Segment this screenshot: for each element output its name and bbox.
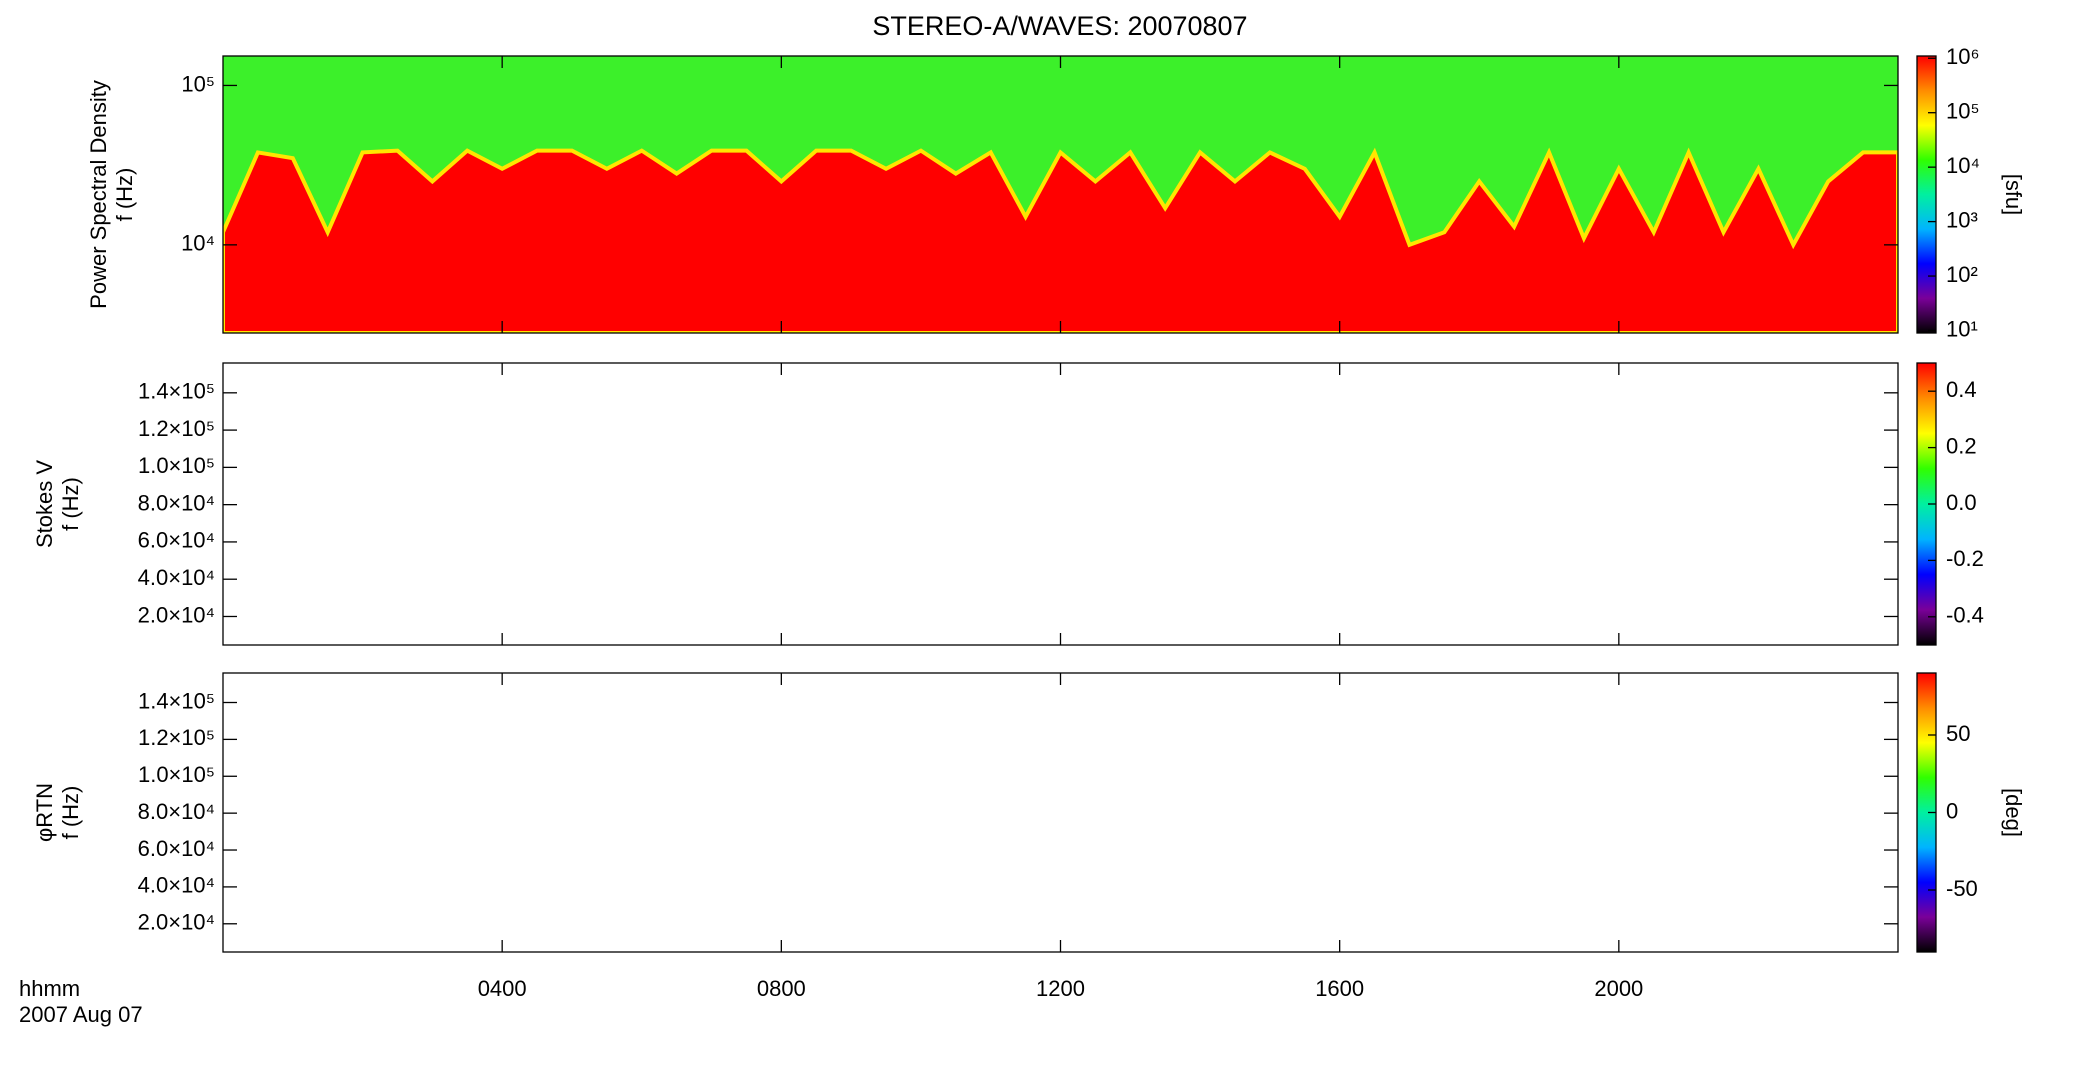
y-tick-label: 1.0×10⁵: [138, 453, 215, 478]
y-axis-label: Stokes V: [32, 460, 57, 548]
y-tick-label: 8.0×10⁴: [138, 490, 215, 515]
colorbar-tick-label: -50: [1946, 876, 1978, 901]
y-tick-label: 4.0×10⁴: [138, 873, 215, 898]
x-tick-label: 0400: [478, 976, 527, 1001]
x-axis-date: 2007 Aug 07: [19, 1002, 143, 1027]
colorbar-tick-label: 10⁵: [1946, 99, 1980, 124]
y-tick-label: 6.0×10⁴: [138, 836, 215, 861]
y-tick-label: 8.0×10⁴: [138, 799, 215, 824]
colorbar-label: [sfu]: [2001, 174, 2026, 216]
x-tick-label: 0800: [757, 976, 806, 1001]
y-axis-label: f (Hz): [112, 168, 137, 222]
y-axis-label: f (Hz): [58, 477, 83, 531]
y-tick-label: 2.0×10⁴: [138, 602, 215, 627]
y-tick-label: 10⁵: [181, 71, 215, 96]
y-axis-label: f (Hz): [58, 786, 83, 840]
y-tick-label: 1.2×10⁵: [138, 725, 215, 750]
colorbar: [1916, 55, 1937, 334]
colorbar-tick-label: 0.4: [1946, 377, 1977, 402]
colorbar-tick-label: 10¹: [1946, 316, 1978, 341]
spectrum-region: [223, 147, 1898, 333]
y-tick-label: 1.0×10⁵: [138, 762, 215, 787]
plot-frame: [222, 672, 1899, 953]
y-tick-label: 1.4×10⁵: [138, 688, 215, 713]
x-tick-label: 2000: [1594, 976, 1643, 1001]
x-tick-label: 1600: [1315, 976, 1364, 1001]
y-axis-label: Power Spectral Density: [86, 80, 111, 309]
y-tick-label: 6.0×10⁴: [138, 528, 215, 553]
colorbar-tick-label: -0.2: [1946, 546, 1984, 571]
y-tick-label: 2.0×10⁴: [138, 910, 215, 935]
colorbar-label: [deg]: [2001, 788, 2026, 837]
colorbar-tick-label: 0.0: [1946, 490, 1977, 515]
colorbar-tick-label: 10⁴: [1946, 153, 1980, 178]
y-tick-label: 1.2×10⁵: [138, 416, 215, 441]
colorbar-tick-label: 50: [1946, 721, 1970, 746]
colorbar-tick-label: 10⁶: [1946, 44, 1980, 69]
y-tick-label: 10⁴: [181, 231, 215, 256]
colorbar-tick-label: -0.4: [1946, 603, 1984, 628]
y-tick-label: 1.4×10⁵: [138, 379, 215, 404]
colorbar-tick-label: 10²: [1946, 262, 1978, 287]
y-axis-label: φRTN: [32, 783, 57, 842]
chart-title: STEREO-A/WAVES: 20070807: [872, 11, 1247, 41]
x-axis-label: hhmm: [19, 976, 80, 1001]
colorbar-tick-label: 0: [1946, 798, 1958, 823]
x-tick-label: 1200: [1036, 976, 1085, 1001]
y-tick-label: 4.0×10⁴: [138, 565, 215, 590]
plot-frame: [222, 362, 1899, 646]
colorbar-tick-label: 0.2: [1946, 433, 1977, 458]
colorbar-tick-label: 10³: [1946, 207, 1978, 232]
